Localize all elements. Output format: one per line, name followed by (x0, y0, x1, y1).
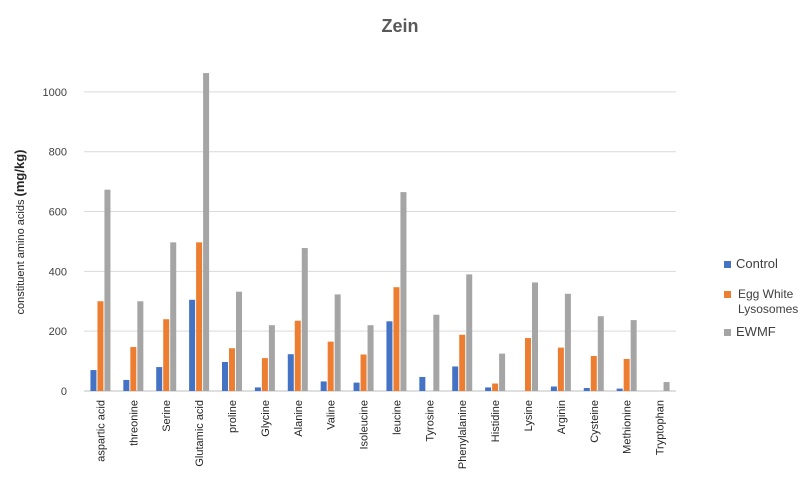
bar (137, 301, 144, 391)
bar (353, 382, 360, 391)
y-tick-label: 200 (49, 326, 67, 338)
bar (320, 381, 327, 391)
bar (236, 291, 242, 391)
bar (287, 354, 294, 391)
bar (400, 192, 407, 391)
bar (459, 334, 466, 391)
legend-label: Egg White Lysosomes (738, 287, 798, 316)
bar (268, 325, 275, 391)
x-category-label: Cysteine (589, 400, 601, 443)
legend-label-line: Egg White (738, 287, 794, 301)
bar (590, 356, 597, 391)
bar (334, 294, 341, 391)
y-axis-ticks: 0 200 400 600 800 1000 (43, 87, 67, 398)
bar (97, 301, 104, 391)
bar (196, 242, 203, 391)
x-category-label: Isoleucine (359, 400, 371, 450)
bar (294, 320, 301, 391)
y-tick-label: 800 (49, 147, 67, 159)
bar (630, 320, 637, 391)
x-category-label: proline (227, 400, 239, 433)
x-category-label: Methionine (622, 400, 634, 454)
bar (583, 388, 590, 391)
legend-swatch (724, 329, 731, 336)
bar (485, 387, 492, 391)
bar (623, 358, 630, 391)
x-category-label: leucine (391, 400, 403, 435)
x-category-label: Arginin (556, 400, 568, 434)
x-category-label: aspartic acid (95, 400, 107, 462)
bar (130, 347, 137, 391)
bar (222, 361, 228, 391)
chart-title: Zein (381, 16, 418, 36)
y-tick-label: 1000 (43, 87, 67, 99)
bar (104, 189, 111, 391)
bar (90, 370, 97, 391)
bar (254, 387, 261, 391)
x-category-label: Lysine (523, 400, 535, 431)
bar (386, 321, 393, 391)
bar (123, 379, 130, 391)
x-category-label: threonine (128, 400, 140, 446)
bar (393, 287, 400, 391)
bar (452, 366, 459, 391)
bar (616, 388, 623, 391)
legend-label: Control (736, 256, 778, 271)
bar (203, 73, 210, 392)
bar (360, 354, 367, 391)
legend-swatch (724, 261, 731, 268)
gridlines (84, 91, 676, 392)
bar (557, 347, 564, 391)
bar (367, 325, 374, 391)
y-axis-title-prefix: constituent amino acids (15, 196, 27, 314)
x-category-label: Serine (161, 400, 173, 432)
x-category-label: Alanine (293, 400, 305, 437)
bar (597, 316, 604, 391)
bar (492, 383, 499, 391)
bar (327, 341, 334, 391)
y-axis-title-unit: (mg/kg) (12, 150, 27, 197)
bar (170, 242, 177, 391)
x-category-label: Tyrosine (424, 400, 436, 442)
x-axis-category-labels: aspartic acid threonine Serine Glutamic aci… (95, 400, 666, 469)
bar (564, 293, 571, 391)
bar (525, 338, 531, 391)
legend: Control Egg White Lysosomes EWMF (724, 256, 798, 339)
y-tick-label: 400 (49, 266, 67, 278)
bar (433, 314, 440, 391)
x-category-label: Glycine (260, 400, 272, 437)
legend-swatch (724, 291, 731, 298)
y-tick-label: 0 (61, 386, 67, 398)
legend-label: EWMF (736, 324, 776, 339)
x-category-label: Phenylalanine (457, 400, 469, 469)
bar (499, 353, 506, 391)
bar (466, 274, 473, 391)
x-category-label: Valine (326, 400, 338, 430)
bar (419, 376, 426, 391)
bar (532, 282, 538, 391)
bar (229, 348, 235, 391)
x-category-label: Glutamic acid (194, 400, 206, 467)
x-category-label: Histidine (490, 400, 502, 442)
x-category-label: Tryptophan (655, 400, 667, 455)
y-axis-title: constituent amino acids (mg/kg) (12, 150, 27, 315)
bar (301, 248, 308, 391)
bar (163, 319, 170, 391)
bar (261, 358, 268, 391)
bar (663, 382, 670, 391)
bar (550, 386, 557, 391)
bar (189, 299, 196, 391)
y-tick-label: 600 (49, 207, 67, 219)
bars (90, 73, 670, 392)
bar (156, 367, 163, 391)
legend-label-line: Lysosomes (738, 302, 798, 316)
